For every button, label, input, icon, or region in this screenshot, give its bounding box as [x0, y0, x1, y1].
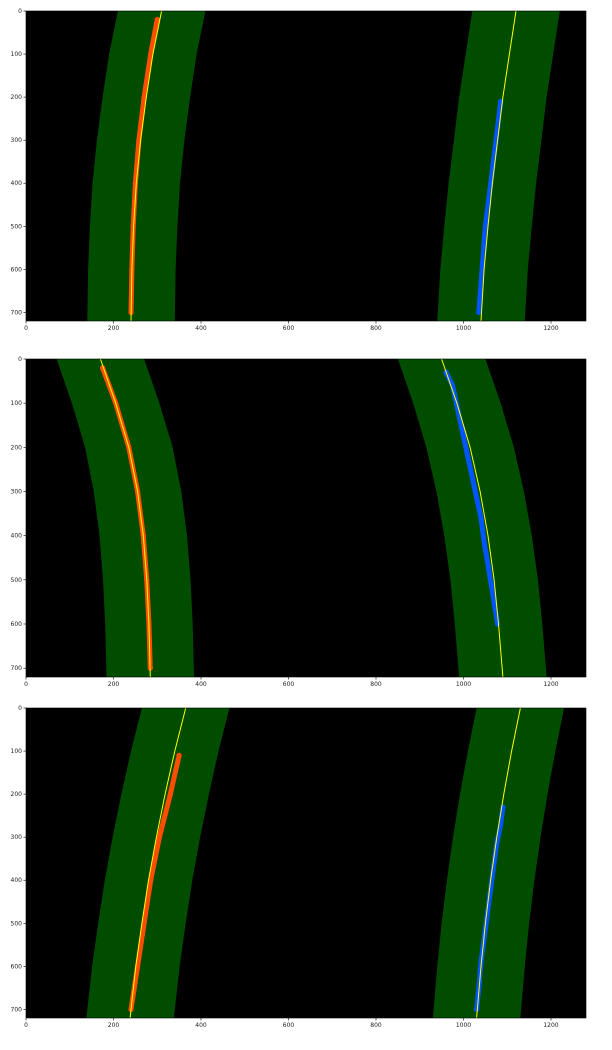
x-tick-label: 0 — [24, 1022, 28, 1029]
y-tick-label: 400 — [11, 180, 23, 187]
left-lane-pixel-segment — [167, 752, 182, 797]
left-lane-pixel-segment — [135, 920, 147, 969]
y-tick-label: 500 — [11, 577, 23, 584]
left-lane-pixel — [148, 51, 154, 57]
right-lane-pixel-segment — [482, 542, 491, 565]
x-tick-label: 200 — [108, 325, 120, 332]
left-lane-pixel — [141, 920, 147, 926]
left-lane-pixel — [156, 834, 163, 840]
x-tick-label: 400 — [195, 325, 207, 332]
left-fit-line — [99, 358, 151, 678]
right-lane-window — [397, 359, 547, 677]
x-tick-label: 1000 — [456, 681, 471, 688]
y-tick-label: 300 — [11, 834, 23, 841]
x-tick-label: 1000 — [456, 1022, 471, 1029]
y-tick-label: 600 — [11, 621, 23, 628]
left-lane-pixel-segment — [141, 877, 154, 926]
y-tick-label: 200 — [11, 791, 23, 798]
panel-3: 0 200 400 600 800 1000 1200 0 100 200 300 400 500 600… — [11, 705, 587, 1029]
right-lane-pixel — [481, 541, 488, 548]
left-lane-window — [86, 708, 230, 1018]
x-tick-label: 200 — [108, 1022, 120, 1029]
left-lane-pixel — [154, 17, 160, 23]
right-lane-window — [432, 708, 565, 1018]
x-tick-label: 1200 — [543, 325, 558, 332]
right-lane-pixel-segment — [450, 383, 484, 521]
x-tick-label: 800 — [370, 325, 382, 332]
right-lane-pixel-segment — [498, 804, 506, 827]
y-tick-label: 500 — [11, 223, 23, 230]
right-lane-pixel — [476, 309, 482, 315]
left-lane-pixel — [141, 94, 147, 100]
x-tick-label: 400 — [195, 681, 207, 688]
right-lane-pixel — [495, 621, 501, 627]
x-tick-label: 600 — [283, 681, 295, 688]
panel-1: 0 200 400 600 800 1000 1200 0 100 200 300 400 500 600… — [11, 8, 587, 332]
left-fit-line — [130, 10, 163, 322]
y-tick-label: 400 — [11, 877, 23, 884]
left-lane-pixel — [148, 877, 154, 883]
left-lane-pixel-segment — [141, 51, 154, 100]
x-tick-label: 600 — [283, 325, 295, 332]
y-tick-label: 400 — [11, 533, 23, 540]
x-tick-label: 0 — [24, 681, 28, 688]
left-lane-pixel-segment — [132, 137, 142, 186]
x-tick-label: 200 — [108, 681, 120, 688]
y-tick-label: 100 — [11, 51, 23, 58]
y-tick-label: 200 — [11, 94, 23, 101]
right-lane-pixel — [482, 223, 488, 229]
x-tick-label: 1000 — [456, 325, 471, 332]
y-tick-label: 300 — [11, 489, 23, 496]
right-lane-pixel — [474, 1006, 480, 1012]
right-lane-pixel-segment — [495, 98, 504, 130]
right-fit-line — [476, 707, 521, 1019]
left-lane-window — [56, 359, 194, 677]
y-tick-label: 100 — [11, 748, 23, 755]
left-lane-pixel-segment — [156, 791, 173, 840]
right-lane-pixel-segment — [492, 124, 501, 152]
y-tick-label: 300 — [11, 137, 23, 144]
y-tick-label: 0 — [18, 356, 22, 363]
x-tick-label: 0 — [24, 325, 28, 332]
axes-frame — [25, 10, 587, 322]
right-lane-pixel — [484, 559, 491, 565]
x-tick-label: 600 — [283, 1022, 295, 1029]
right-lane-pixel-segment — [478, 515, 487, 547]
y-tick-label: 0 — [18, 8, 22, 15]
left-lane-pixel — [132, 180, 138, 186]
right-fit-line — [480, 10, 517, 322]
y-tick-label: 600 — [11, 963, 23, 970]
panel-2: 0 200 400 600 800 1000 1200 0 100 200 300 400 500 600… — [11, 356, 587, 688]
right-lane-pixel-segment — [482, 146, 498, 229]
left-lane-pixel-segment — [148, 17, 160, 57]
left-fit-line — [129, 707, 187, 1019]
axes-frame — [25, 358, 587, 678]
right-lane-pixel — [478, 515, 484, 521]
left-lane-pixel-segment — [148, 834, 162, 883]
left-lane-pixel — [167, 791, 173, 797]
y-tick-label: 700 — [11, 309, 23, 316]
right-lane-pixel-segment — [476, 223, 488, 315]
x-tick-label: 1200 — [543, 681, 558, 688]
left-lane-pixel-segment — [136, 94, 147, 143]
axes-frame — [25, 707, 587, 1019]
y-tick-label: 200 — [11, 444, 23, 451]
y-tick-label: 500 — [11, 920, 23, 927]
y-tick-label: 700 — [11, 665, 23, 672]
left-lane-pixel — [176, 752, 182, 758]
y-tick-label: 100 — [11, 400, 23, 407]
left-lane-window — [87, 11, 206, 321]
right-lane-pixel-segment — [493, 821, 504, 849]
x-tick-label: 800 — [370, 681, 382, 688]
y-tick-label: 600 — [11, 266, 23, 273]
x-tick-label: 800 — [370, 1022, 382, 1029]
x-tick-label: 400 — [195, 1022, 207, 1029]
right-lane-window — [437, 11, 560, 321]
y-tick-label: 700 — [11, 1006, 23, 1013]
right-fit-line — [441, 358, 504, 678]
x-tick-label: 1200 — [543, 1022, 558, 1029]
y-tick-label: 0 — [18, 705, 22, 712]
right-lane-pixel-segment — [485, 559, 501, 627]
